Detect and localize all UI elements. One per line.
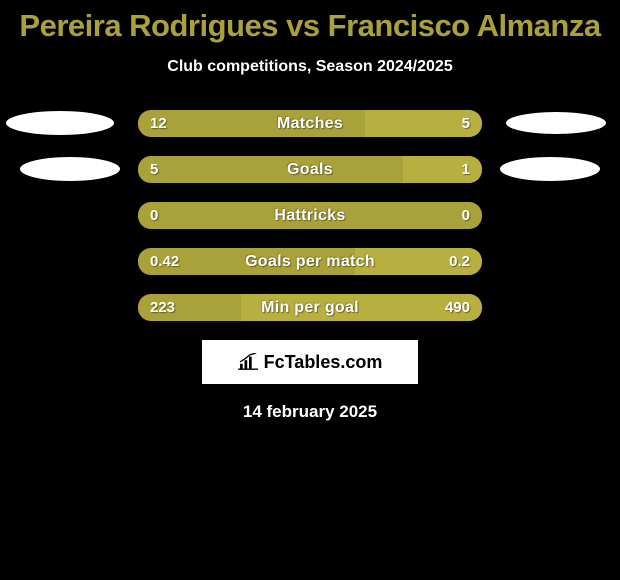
stat-row: 223490Min per goal [0,294,620,321]
stat-bar: 0.420.2Goals per match [138,248,482,275]
bar-left-segment [138,294,241,321]
stat-bar: 00Hattricks [138,202,482,229]
player-ellipse-left [6,111,114,135]
stat-row: 51Goals [0,156,620,183]
date-label: 14 february 2025 [0,402,620,422]
subtitle: Club competitions, Season 2024/2025 [0,58,620,76]
stat-bar: 51Goals [138,156,482,183]
stat-row: 0.420.2Goals per match [0,248,620,275]
stat-bar: 223490Min per goal [138,294,482,321]
bar-left-segment [138,156,403,183]
bar-left-segment [138,248,355,275]
bar-right-segment [403,156,482,183]
page-title: Pereira Rodrigues vs Francisco Almanza [0,0,620,44]
player-ellipse-right [506,112,606,134]
bar-left-segment [138,202,482,229]
bar-right-segment [365,110,482,137]
logo-box: FcTables.com [202,340,418,384]
chart-icon [238,353,260,371]
stat-row: 00Hattricks [0,202,620,229]
player-ellipse-left [20,157,120,181]
stat-row: 125Matches [0,110,620,137]
stat-bar: 125Matches [138,110,482,137]
bar-right-segment [355,248,482,275]
bar-left-segment [138,110,365,137]
bar-right-segment [241,294,482,321]
player-ellipse-right [500,157,600,181]
stats-block: 125Matches 51Goals 00Hattricks 0.420.2Goals… [0,110,620,321]
comparison-infographic: Pereira Rodrigues vs Francisco Almanza C… [0,0,620,580]
logo: FcTables.com [238,352,383,373]
logo-text: FcTables.com [264,352,383,373]
